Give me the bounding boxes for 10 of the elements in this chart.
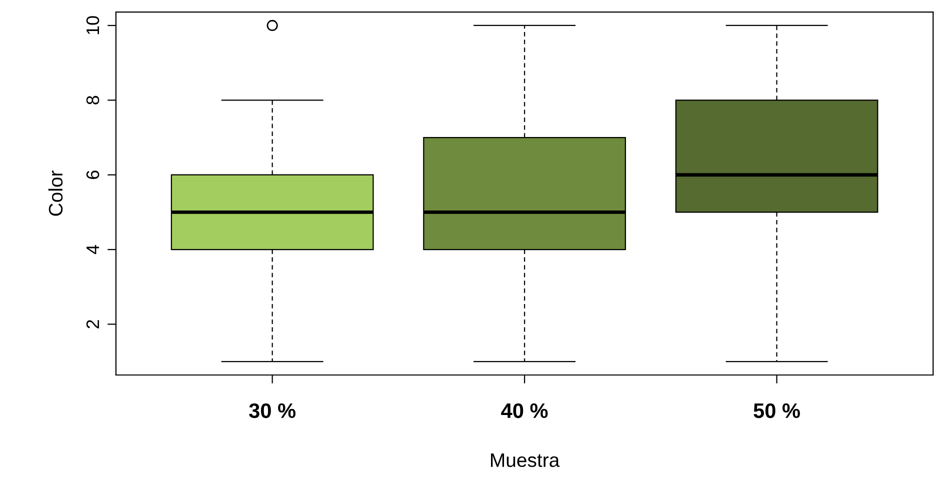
x-tick-label: 50 % — [754, 403, 800, 418]
y-axis-title: Color — [48, 170, 63, 216]
y-tick-label: 2 — [86, 320, 99, 328]
y-tick-label: 10 — [86, 16, 100, 34]
x-tick-label: 30 % — [249, 403, 296, 418]
x-tick-label: 40 % — [501, 403, 548, 418]
y-tick-label: 8 — [86, 96, 100, 104]
y-tick-label: 4 — [86, 245, 99, 254]
x-axis-title: Muestra — [491, 453, 560, 468]
y-tick-label: 6 — [86, 170, 100, 179]
